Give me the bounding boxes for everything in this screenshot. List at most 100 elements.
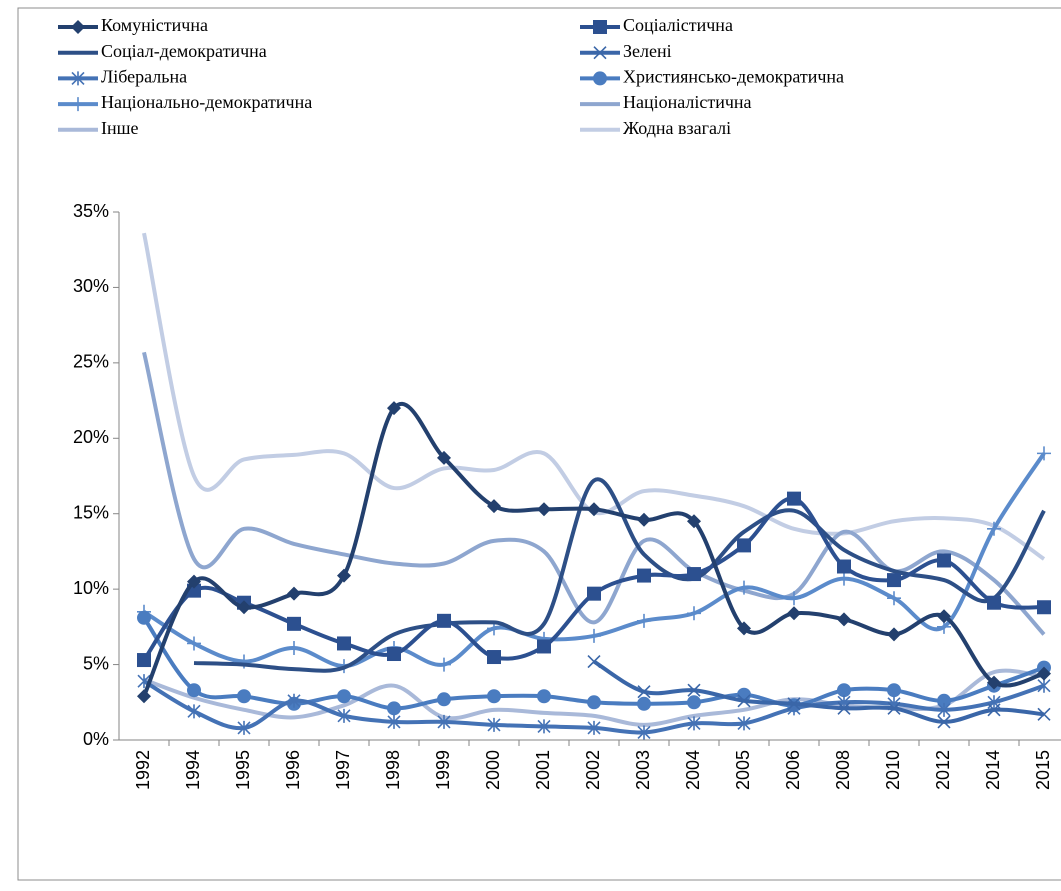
marker (1037, 600, 1051, 615)
marker (937, 609, 951, 624)
marker (687, 606, 701, 621)
marker (837, 701, 851, 715)
legend-label: Жодна взагалі (623, 118, 731, 138)
marker (437, 714, 451, 729)
y-tick-label: 15% (73, 502, 109, 522)
marker (1037, 707, 1051, 721)
legend-label: Соціал-демократична (101, 41, 267, 61)
series (193, 477, 1046, 673)
x-tick-label: 2002 (583, 750, 603, 790)
marker (887, 701, 901, 715)
marker (587, 628, 601, 643)
marker (587, 502, 601, 517)
marker (287, 693, 301, 708)
marker (587, 695, 601, 710)
x-tick-label: 2015 (1033, 750, 1053, 790)
marker (687, 567, 701, 582)
marker (837, 559, 851, 574)
marker (537, 639, 551, 654)
marker (637, 696, 651, 711)
marker (537, 502, 551, 517)
marker (737, 694, 751, 708)
marker (487, 689, 501, 704)
x-tick-label: 2006 (783, 750, 803, 790)
marker (637, 613, 651, 628)
marker (887, 627, 901, 642)
legend-label: Національно-демократична (101, 92, 312, 112)
marker (187, 574, 201, 589)
marker (837, 683, 851, 698)
series-line (193, 477, 1046, 673)
marker (837, 612, 851, 627)
marker (71, 71, 85, 86)
marker (987, 703, 1001, 717)
marker (437, 692, 451, 707)
marker (737, 716, 751, 731)
marker (187, 683, 201, 698)
marker (137, 610, 151, 625)
legend-label: Зелені (623, 41, 672, 61)
series (587, 654, 1051, 729)
x-tick-label: 2005 (733, 750, 753, 790)
marker (637, 685, 651, 699)
marker (437, 613, 451, 628)
marker (737, 538, 751, 553)
x-tick-label: 1995 (233, 750, 253, 790)
marker (487, 499, 501, 514)
marker (387, 714, 401, 729)
marker (337, 568, 351, 583)
y-tick-label: 5% (83, 653, 109, 673)
marker (1037, 666, 1051, 681)
x-tick-label: 1996 (283, 750, 303, 790)
marker (587, 586, 601, 601)
marker (1037, 678, 1051, 693)
x-tick-label: 2000 (483, 750, 503, 790)
marker (287, 640, 301, 655)
marker (787, 491, 801, 506)
marker (887, 591, 901, 606)
marker (71, 20, 85, 34)
marker (337, 689, 351, 704)
marker (987, 595, 1001, 610)
legend-label: Соціалістична (623, 15, 733, 35)
x-tick-label: 2014 (983, 750, 1003, 790)
marker (937, 693, 951, 708)
legend-label: Націоналістична (623, 92, 752, 112)
marker (337, 636, 351, 651)
marker (787, 606, 801, 621)
x-tick-label: 1992 (133, 750, 153, 790)
marker (337, 708, 351, 723)
marker (187, 636, 201, 651)
marker (787, 591, 801, 606)
marker (437, 450, 451, 465)
x-tick-label: 2012 (933, 750, 953, 790)
marker (937, 715, 951, 729)
y-tick-label: 10% (73, 578, 109, 598)
marker (687, 716, 701, 731)
marker (987, 521, 1001, 536)
x-tick-label: 2004 (683, 750, 703, 790)
marker (593, 46, 607, 60)
series-line (142, 232, 1046, 561)
marker (587, 654, 601, 669)
x-tick-label: 2008 (833, 750, 853, 790)
marker (71, 97, 85, 112)
marker (437, 657, 451, 672)
marker (1037, 446, 1051, 461)
y-tick-label: 25% (73, 352, 109, 372)
x-tick-label: 2001 (533, 750, 553, 790)
marker (887, 573, 901, 588)
marker (237, 720, 251, 735)
marker (137, 689, 151, 704)
marker (687, 683, 701, 697)
series (137, 401, 1051, 704)
marker (387, 647, 401, 662)
marker (237, 600, 251, 615)
series (142, 232, 1046, 561)
marker (237, 689, 251, 704)
marker (737, 580, 751, 595)
marker (737, 621, 751, 636)
marker (137, 653, 151, 668)
